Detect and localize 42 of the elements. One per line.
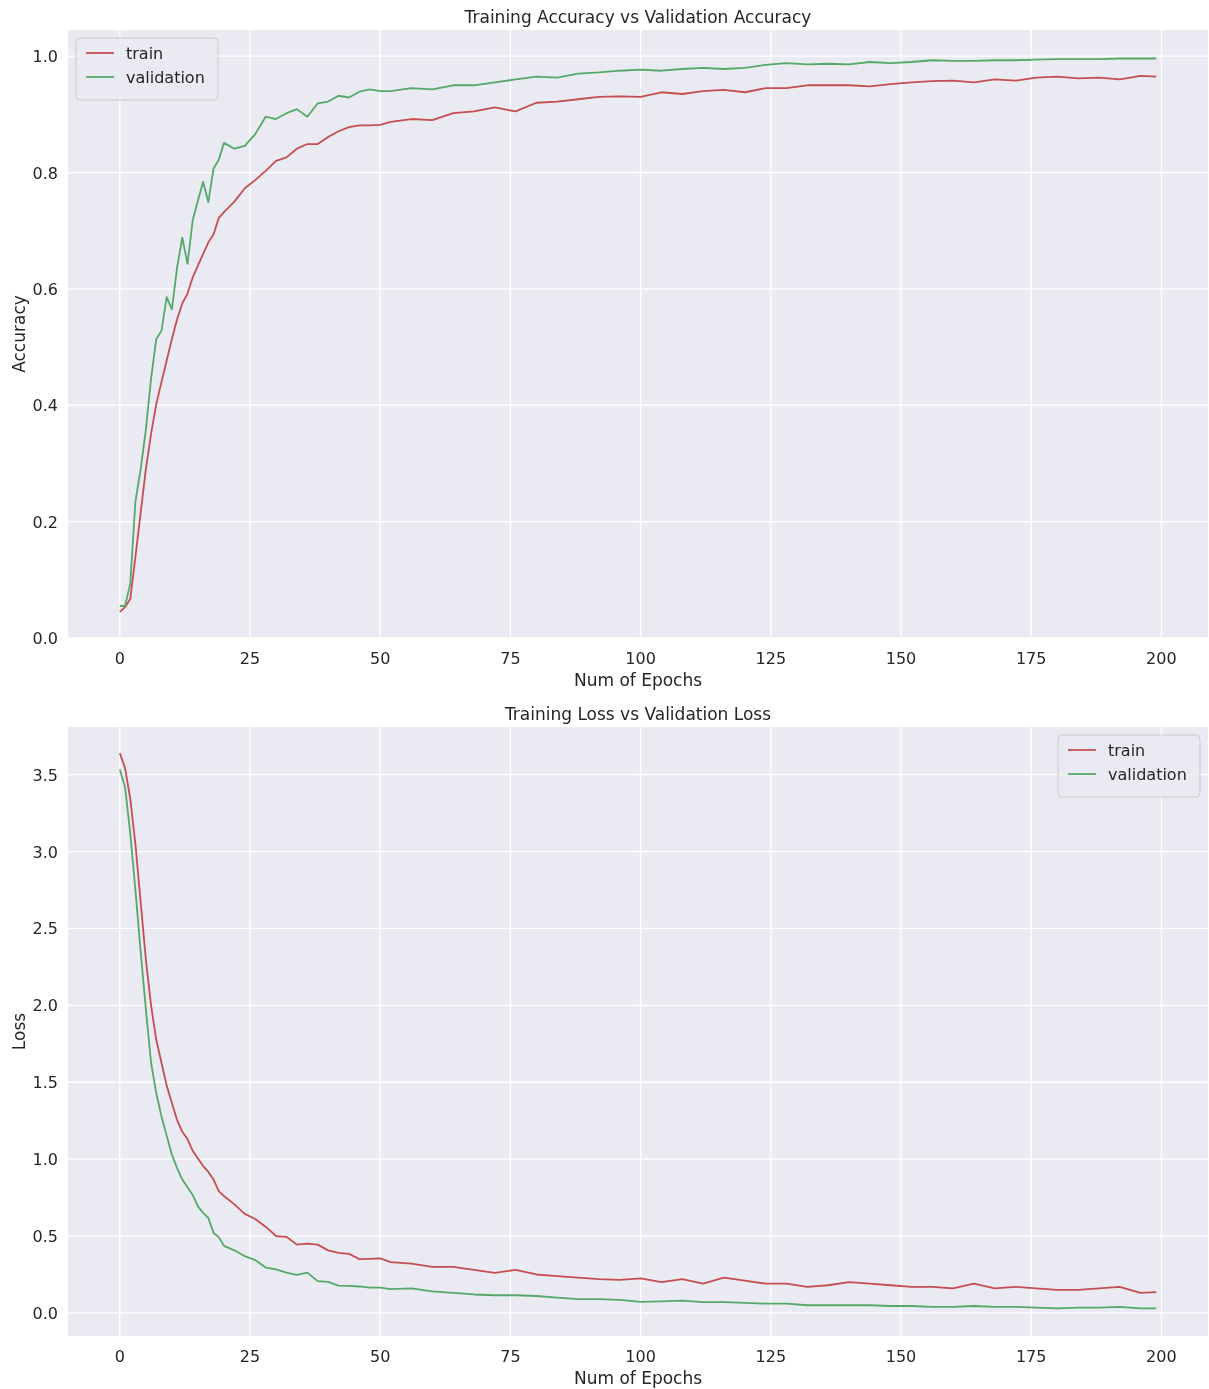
x-tick-label: 200	[1146, 1347, 1177, 1366]
chart-title: Training Accuracy vs Validation Accuracy	[463, 7, 812, 27]
legend-label: validation	[1108, 765, 1187, 784]
x-tick-label: 75	[500, 649, 521, 668]
y-tick-label: 0.6	[32, 279, 58, 299]
y-tick-label: 2.5	[32, 919, 58, 939]
y-tick-label: 1.5	[32, 1073, 58, 1093]
x-tick-label: 50	[370, 1347, 391, 1366]
y-tick-label: 2.0	[32, 996, 58, 1016]
y-tick-label: 1.0	[32, 47, 58, 67]
y-tick-label: 0.0	[32, 1303, 58, 1323]
y-axis-title: Accuracy	[9, 295, 29, 373]
y-tick-label: 1.0	[32, 1150, 58, 1170]
x-tick-label: 125	[755, 1347, 787, 1366]
y-tick-label: 0.0	[32, 629, 58, 648]
legend-label: train	[1108, 741, 1146, 760]
x-tick-label: 100	[625, 1347, 656, 1366]
x-tick-label: 125	[755, 649, 787, 668]
x-tick-label: 0	[114, 649, 125, 668]
x-axis-title: Num of Epochs	[573, 1368, 703, 1388]
x-tick-label: 25	[239, 1347, 261, 1366]
y-axis-title: Loss	[9, 1012, 29, 1051]
y-tick-label: 0.2	[32, 512, 58, 532]
legend-label: train	[126, 44, 164, 63]
y-tick-label: 0.4	[32, 396, 58, 416]
legend-label: validation	[126, 68, 205, 87]
y-tick-label: 0.8	[32, 163, 58, 183]
x-tick-label: 25	[239, 649, 261, 668]
x-tick-label: 200	[1146, 649, 1177, 668]
x-tick-label: 50	[370, 649, 391, 668]
x-tick-label: 150	[885, 649, 917, 668]
x-tick-label: 75	[500, 1347, 521, 1366]
x-tick-label: 150	[885, 1347, 917, 1366]
y-tick-label: 3.5	[32, 765, 58, 785]
x-axis-title: Num of Epochs	[573, 670, 703, 690]
x-tick-label: 175	[1015, 1347, 1047, 1366]
x-tick-label: 175	[1015, 649, 1047, 668]
y-tick-label: 0.5	[32, 1227, 58, 1247]
x-tick-label: 100	[625, 649, 656, 668]
chart-title: Training Loss vs Validation Loss	[503, 704, 772, 724]
y-tick-label: 3.0	[32, 842, 58, 862]
x-tick-label: 0	[114, 1347, 125, 1366]
